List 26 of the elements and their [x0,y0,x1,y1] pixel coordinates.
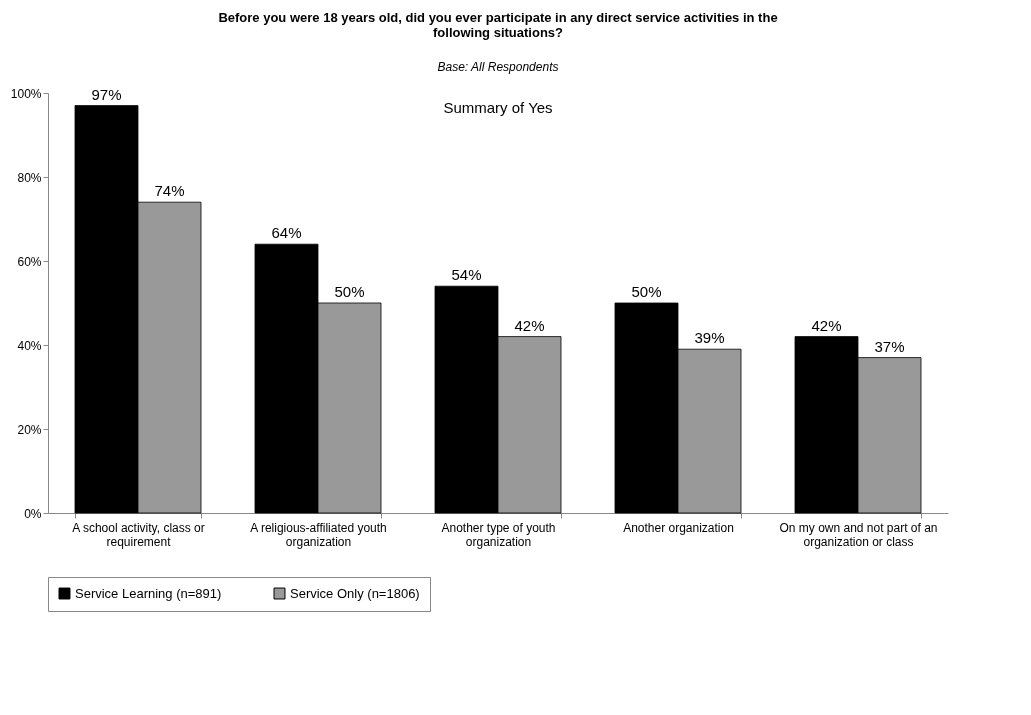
data-label: 37% [874,337,905,355]
x-tick-label: A religious-affiliated youth organization [250,520,387,549]
data-label: 39% [694,329,725,347]
chart-title: Before you were 18 years old, did you ever participate in any direct service activities in the following situations? [218,10,778,40]
legend-label: Service Only (n=1806) [290,585,420,601]
y-tick-label: 0% [24,506,42,521]
data-label: 74% [154,182,185,200]
y-tick-label: 80% [17,170,42,185]
chart-subtitle: Base: All Respondents [437,60,559,74]
x-tick-label: Another organization [623,520,734,535]
annotation: Summary of Yes [443,99,553,116]
y-tick-label: 60% [17,254,42,269]
data-label: 42% [514,316,545,334]
x-tick-label: Another type of youth organization [441,520,556,549]
data-label: 42% [811,316,842,334]
data-label: 97% [91,85,122,103]
data-label: 64% [271,224,302,242]
legend-label: Service Learning (n=891) [75,585,222,601]
x-tick-label: A school activity, class or requirement [72,520,205,549]
data-label: 54% [451,266,482,284]
data-label: 50% [631,283,662,300]
y-tick-label: 40% [17,338,42,353]
data-label: 50% [334,283,365,300]
y-tick-label: 100% [10,86,42,101]
y-tick-label: 20% [17,422,42,437]
x-tick-label: On my own and not part of an organization or class [779,520,938,549]
